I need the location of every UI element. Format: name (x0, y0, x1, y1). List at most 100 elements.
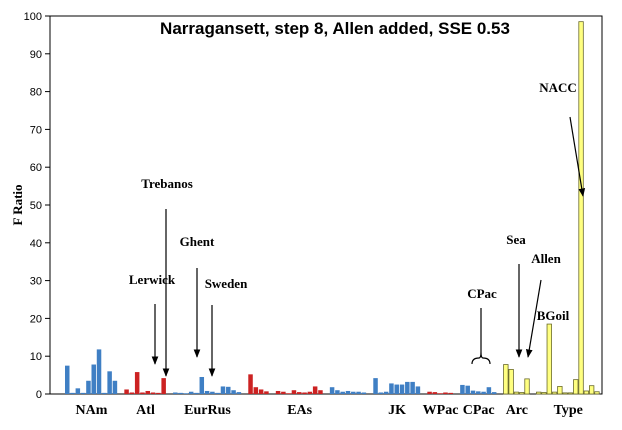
annotation-bgoil: BGoil (537, 308, 570, 323)
bar (383, 391, 389, 394)
bar (220, 386, 226, 394)
y-axis: 0 10 20 30 40 50 60 70 80 90 100 (24, 11, 50, 401)
bar (129, 392, 135, 394)
bar (513, 391, 520, 395)
bar (427, 391, 432, 394)
bar (443, 392, 448, 394)
bar (583, 390, 590, 395)
bar (107, 371, 112, 394)
annotation-allen: Allen (531, 251, 561, 266)
bar (102, 392, 107, 394)
bar (75, 388, 81, 394)
bar (302, 392, 307, 394)
bar (335, 390, 340, 394)
bar (258, 389, 264, 394)
bar (199, 376, 205, 394)
group-label: EurRus (184, 403, 231, 418)
bar (524, 378, 530, 395)
bar (394, 384, 399, 394)
y-tick-label: 80 (30, 87, 42, 99)
bar (70, 392, 75, 394)
bar (281, 391, 286, 394)
annotation-nacc-arrow (569, 116, 586, 197)
bar (551, 391, 558, 395)
bar (481, 391, 486, 394)
bar (318, 390, 323, 394)
bar (329, 387, 335, 394)
y-tick-label: 10 (30, 351, 42, 363)
bar (448, 392, 453, 394)
bar (536, 391, 542, 395)
bar (124, 389, 129, 394)
bar (236, 392, 242, 394)
bar (361, 392, 367, 394)
bar (178, 392, 183, 394)
group-label: WPac (423, 403, 459, 418)
bar (96, 349, 102, 394)
bar (345, 390, 351, 394)
y-tick-label: 30 (30, 276, 42, 288)
bar (312, 386, 318, 394)
bar (161, 378, 166, 394)
bar (194, 392, 199, 394)
bar (86, 380, 91, 394)
y-axis-label: F Ratio (10, 184, 25, 225)
bar (508, 369, 514, 395)
group-label: EAs (287, 403, 312, 418)
bar (356, 391, 361, 394)
bar (150, 392, 156, 394)
bar (557, 386, 563, 395)
group-label: CPac (463, 403, 495, 418)
bar (253, 387, 259, 394)
annotation-ghent: Ghent (180, 234, 215, 249)
y-tick-label: 90 (30, 49, 42, 61)
group-label: NAm (76, 403, 108, 418)
y-tick-label: 50 (30, 200, 42, 212)
bar (399, 384, 405, 394)
bar (307, 391, 313, 394)
bar (248, 374, 253, 394)
bar (432, 392, 438, 394)
bar (589, 385, 595, 395)
bar (405, 381, 410, 394)
bar (297, 392, 302, 394)
annotation-sea: Sea (506, 232, 526, 247)
group-label: Arc (506, 403, 528, 418)
bar (226, 386, 231, 394)
bar (503, 364, 509, 395)
bar (373, 378, 378, 394)
bar (410, 381, 415, 394)
bar (486, 387, 492, 394)
bar (476, 391, 481, 394)
bar (594, 391, 600, 395)
annotation-allen-arrow (525, 279, 542, 358)
chart-title: Narragansett, step 8, Allen added, SSE 0… (160, 19, 510, 38)
group-label: JK (388, 403, 406, 418)
bar (188, 391, 194, 394)
bar (134, 372, 140, 394)
bar (519, 392, 525, 395)
bar (275, 390, 281, 394)
bar (351, 391, 356, 394)
bar (156, 392, 161, 394)
bar (378, 392, 384, 394)
annotation-cpac: CPac (467, 286, 497, 301)
bar (340, 391, 345, 394)
bar (215, 392, 220, 394)
bar (465, 385, 470, 394)
annotation-lerwick: Lerwick (129, 272, 176, 287)
annotation-nacc: NACC (539, 80, 577, 95)
group-label: Atl (136, 403, 155, 418)
bar (491, 392, 497, 394)
bar (91, 364, 96, 394)
bar (460, 384, 465, 394)
y-tick-label: 40 (30, 238, 42, 250)
bar (112, 380, 118, 394)
annotation-trebanos: Trebanos (141, 176, 193, 191)
bar (470, 390, 476, 394)
bar (210, 391, 215, 394)
bar (578, 21, 584, 395)
bars (65, 21, 600, 395)
bar (286, 393, 291, 394)
